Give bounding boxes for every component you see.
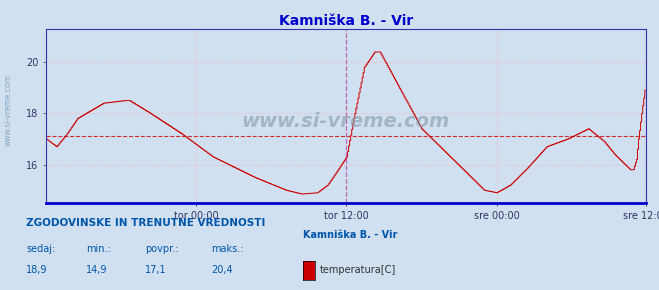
Title: Kamniška B. - Vir: Kamniška B. - Vir [279, 14, 413, 28]
Text: ZGODOVINSKE IN TRENUTNE VREDNOSTI: ZGODOVINSKE IN TRENUTNE VREDNOSTI [26, 218, 266, 228]
Text: povpr.:: povpr.: [145, 244, 179, 254]
Text: 17,1: 17,1 [145, 264, 167, 275]
Text: www.si-vreme.com: www.si-vreme.com [3, 74, 13, 146]
Text: temperatura[C]: temperatura[C] [320, 264, 396, 275]
Text: 14,9: 14,9 [86, 264, 107, 275]
Text: 18,9: 18,9 [26, 264, 48, 275]
Text: 20,4: 20,4 [211, 264, 233, 275]
Text: www.si-vreme.com: www.si-vreme.com [242, 112, 450, 131]
Text: min.:: min.: [86, 244, 111, 254]
Text: sedaj:: sedaj: [26, 244, 55, 254]
Text: maks.:: maks.: [211, 244, 243, 254]
Text: Kamniška B. - Vir: Kamniška B. - Vir [303, 230, 397, 240]
